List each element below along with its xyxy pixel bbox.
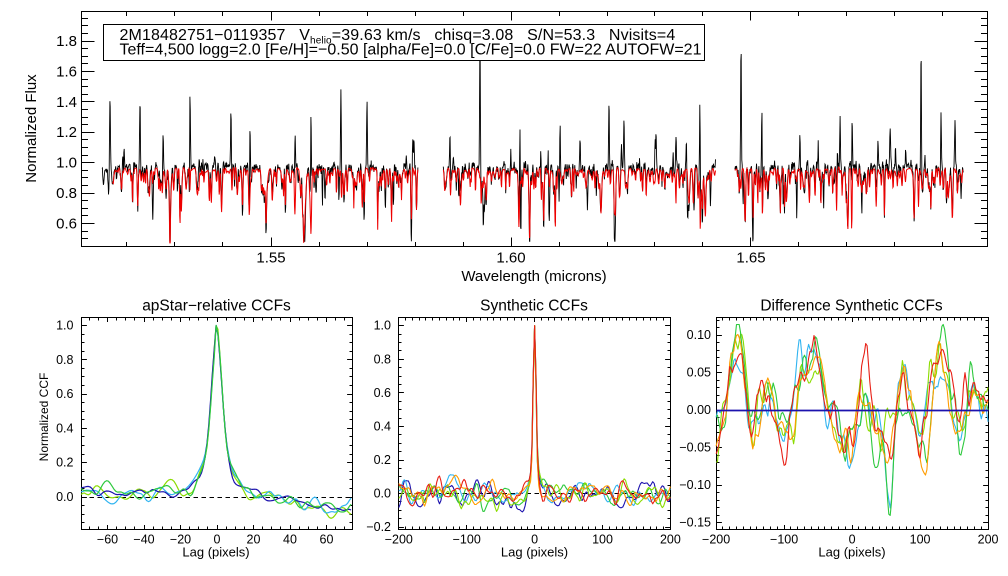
svg-text:1.65: 1.65 xyxy=(736,250,765,267)
svg-text:Teff=4,500 logg=2.0 [Fe/H]=−0.: Teff=4,500 logg=2.0 [Fe/H]=−0.50 [alpha/… xyxy=(120,42,702,59)
svg-text:0.10: 0.10 xyxy=(687,328,711,342)
svg-text:Lag (pixels): Lag (pixels) xyxy=(818,545,885,560)
svg-text:0.8: 0.8 xyxy=(374,352,391,366)
svg-text:−0.15: −0.15 xyxy=(679,516,711,530)
svg-text:Wavelength (microns): Wavelength (microns) xyxy=(461,268,606,285)
svg-text:Lag (pixels): Lag (pixels) xyxy=(182,545,249,560)
svg-text:0.05: 0.05 xyxy=(687,366,711,380)
svg-text:0.4: 0.4 xyxy=(374,419,391,433)
svg-text:100: 100 xyxy=(910,533,931,547)
svg-text:1.8: 1.8 xyxy=(56,33,77,50)
svg-text:0.6: 0.6 xyxy=(374,386,391,400)
svg-text:−0.10: −0.10 xyxy=(679,478,711,492)
svg-text:100: 100 xyxy=(592,533,613,547)
svg-text:1.0: 1.0 xyxy=(56,155,77,172)
svg-text:0.4: 0.4 xyxy=(56,421,73,435)
svg-text:200: 200 xyxy=(660,533,681,547)
svg-text:40: 40 xyxy=(283,533,297,547)
svg-text:0.6: 0.6 xyxy=(56,387,73,401)
svg-text:1.4: 1.4 xyxy=(56,94,77,111)
svg-text:−20: −20 xyxy=(170,533,191,547)
svg-text:−40: −40 xyxy=(133,533,154,547)
svg-text:−0.05: −0.05 xyxy=(679,441,711,455)
svg-text:−200: −200 xyxy=(702,533,730,547)
svg-text:1.0: 1.0 xyxy=(56,319,73,333)
svg-text:1.55: 1.55 xyxy=(256,250,285,267)
svg-text:0: 0 xyxy=(849,533,856,547)
svg-text:Synthetic CCFs: Synthetic CCFs xyxy=(480,298,588,315)
svg-text:apStar−relative CCFs: apStar−relative CCFs xyxy=(142,298,291,315)
svg-text:0.00: 0.00 xyxy=(687,403,711,417)
svg-text:Normalized CCF: Normalized CCF xyxy=(37,373,51,462)
svg-text:60: 60 xyxy=(320,533,334,547)
svg-text:Normalized Flux: Normalized Flux xyxy=(23,74,40,183)
svg-text:−200: −200 xyxy=(385,533,413,547)
svg-text:−60: −60 xyxy=(97,533,118,547)
svg-text:0.2: 0.2 xyxy=(374,453,391,467)
svg-text:0.6: 0.6 xyxy=(56,215,77,232)
svg-text:1.2: 1.2 xyxy=(56,124,77,141)
svg-text:1.60: 1.60 xyxy=(496,250,525,267)
svg-text:20: 20 xyxy=(247,533,261,547)
svg-text:0: 0 xyxy=(214,533,221,547)
svg-text:Difference Synthetic CCFs: Difference Synthetic CCFs xyxy=(760,298,943,315)
svg-text:1.0: 1.0 xyxy=(374,319,391,333)
svg-text:−0.2: −0.2 xyxy=(366,520,391,534)
svg-text:0.0: 0.0 xyxy=(56,490,73,504)
svg-text:0.8: 0.8 xyxy=(56,185,77,202)
svg-text:−100: −100 xyxy=(453,533,481,547)
svg-text:Lag (pixels): Lag (pixels) xyxy=(501,545,568,560)
svg-text:200: 200 xyxy=(978,533,999,547)
svg-text:0.2: 0.2 xyxy=(56,456,73,470)
svg-text:0.8: 0.8 xyxy=(56,353,73,367)
svg-text:0.0: 0.0 xyxy=(374,487,391,501)
svg-text:−100: −100 xyxy=(770,533,798,547)
svg-text:0: 0 xyxy=(531,533,538,547)
svg-text:1.6: 1.6 xyxy=(56,63,77,80)
svg-text:2M18482751−0119357 Vhelio=39: 2M18482751−0119357 Vhelio=39.63 km/s chi… xyxy=(120,27,676,47)
